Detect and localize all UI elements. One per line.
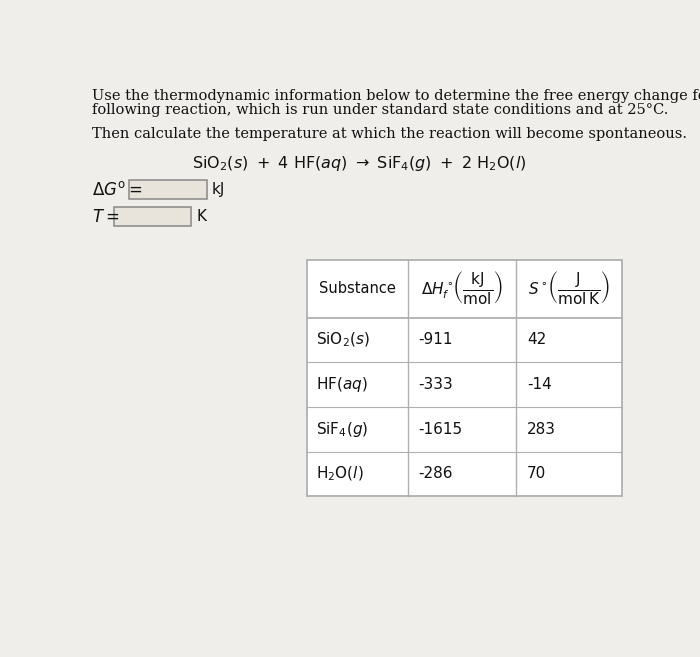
Bar [130, 181, 207, 199]
Text: kJ: kJ [211, 182, 225, 197]
Text: -1615: -1615 [419, 422, 463, 437]
Text: 42: 42 [527, 332, 546, 348]
Text: following reaction, which is run under standard state conditions and at 25°C.: following reaction, which is run under s… [92, 102, 668, 117]
Text: -333: -333 [419, 377, 453, 392]
Bar [307, 260, 622, 496]
Text: K: K [196, 209, 206, 224]
Text: $\mathrm{SiO_2(\mathit{s})\ +\ 4\ HF(\mathit{aq})\ \rightarrow\ SiF_4(\mathit{g}: $\mathrm{SiO_2(\mathit{s})\ +\ 4\ HF(\ma… [192, 154, 526, 173]
Text: 283: 283 [527, 422, 556, 437]
Text: $S^\circ\!\left(\dfrac{\mathrm{J}}{\mathrm{mol\,K}}\right)$: $S^\circ\!\left(\dfrac{\mathrm{J}}{\math… [528, 269, 610, 306]
Text: -911: -911 [419, 332, 453, 348]
Text: $\mathrm{H_2O(\mathit{l})}$: $\mathrm{H_2O(\mathit{l})}$ [316, 464, 364, 483]
Text: $\Delta G^{\mathrm{o}}=$: $\Delta G^{\mathrm{o}}=$ [92, 181, 143, 198]
Text: 70: 70 [527, 466, 546, 482]
Bar [114, 208, 191, 226]
Text: -286: -286 [419, 466, 453, 482]
Text: Then calculate the temperature at which the reaction will become spontaneous.: Then calculate the temperature at which … [92, 127, 687, 141]
Text: $T=$: $T=$ [92, 208, 120, 225]
Text: $\mathrm{SiO_2(\mathit{s})}$: $\mathrm{SiO_2(\mathit{s})}$ [316, 330, 370, 349]
Text: Use the thermodynamic information below to determine the free energy change for : Use the thermodynamic information below … [92, 89, 700, 103]
Text: Substance: Substance [318, 281, 395, 296]
Text: $\mathrm{HF(\mathit{aq})}$: $\mathrm{HF(\mathit{aq})}$ [316, 375, 368, 394]
Text: $\mathrm{SiF_4(\mathit{g})}$: $\mathrm{SiF_4(\mathit{g})}$ [316, 420, 368, 439]
Text: -14: -14 [527, 377, 552, 392]
Text: $\Delta H^\circ_f\!\left(\dfrac{\mathrm{kJ}}{\mathrm{mol}}\right)$: $\Delta H^\circ_f\!\left(\dfrac{\mathrm{… [421, 269, 503, 306]
